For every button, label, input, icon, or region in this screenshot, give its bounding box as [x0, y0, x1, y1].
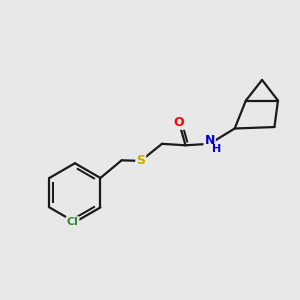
Text: O: O — [174, 116, 184, 129]
Text: S: S — [136, 154, 145, 167]
Text: H: H — [212, 144, 221, 154]
Text: N: N — [205, 134, 215, 147]
Text: Cl: Cl — [67, 217, 79, 227]
